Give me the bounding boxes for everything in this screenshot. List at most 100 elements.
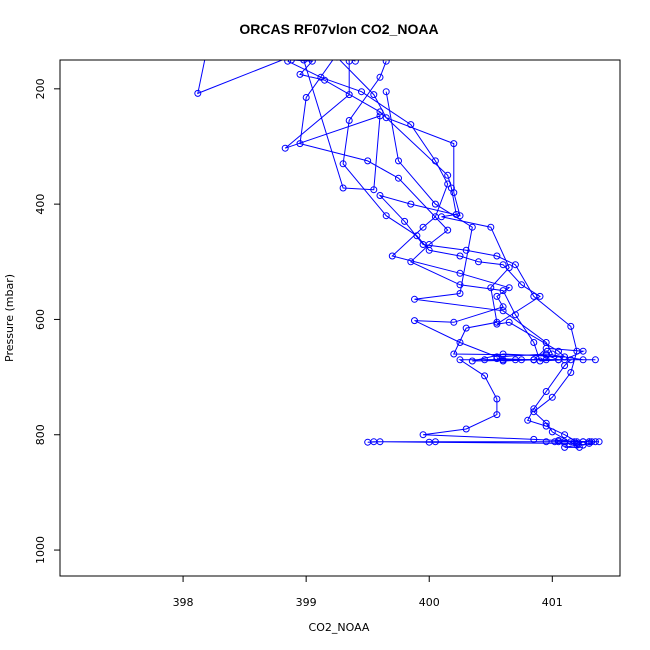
data-point [382, 60, 390, 65]
data-point [493, 395, 501, 403]
data-point [475, 258, 482, 266]
data-point [388, 252, 396, 260]
data-point [370, 186, 378, 194]
data-point [551, 438, 559, 446]
data-point [419, 431, 427, 439]
data-point [567, 322, 575, 330]
y-tick-label: 800 [34, 424, 47, 445]
y-axis-label: Pressure (mbar) [3, 274, 16, 362]
data-point [524, 416, 532, 424]
y-tick-label: 1000 [34, 536, 47, 564]
data-point [493, 292, 501, 300]
data-point [499, 303, 507, 311]
data-point [499, 287, 507, 295]
series-line-4 [299, 60, 600, 443]
data-point [561, 362, 569, 370]
data-point [518, 281, 525, 289]
data-point [194, 89, 202, 97]
data-point [481, 372, 489, 380]
data-point [499, 357, 507, 365]
data-point [561, 438, 569, 446]
data-point [456, 339, 464, 346]
series-layer [194, 60, 603, 451]
data-point [462, 425, 470, 433]
series-line-2 [287, 60, 596, 361]
plot-frame [59, 59, 621, 577]
data-point [493, 411, 501, 419]
data-point [411, 317, 418, 325]
x-tick-label: 401 [542, 596, 563, 609]
data-point [555, 347, 562, 355]
series-line-3 [342, 61, 566, 362]
data-point [376, 112, 384, 120]
data-point [468, 223, 476, 231]
data-point [431, 157, 439, 165]
data-point [376, 73, 384, 81]
data-point [499, 261, 507, 269]
data-point [407, 200, 415, 208]
y-tick-label: 200 [34, 78, 47, 99]
data-point [536, 292, 544, 300]
data-point [425, 241, 433, 248]
data-point [444, 180, 452, 188]
data-point [300, 60, 308, 64]
x-tick-label: 399 [296, 596, 317, 609]
data-point [425, 438, 433, 446]
data-point [591, 356, 599, 364]
data-point [370, 438, 378, 446]
data-point [542, 438, 550, 446]
data-point [376, 192, 384, 199]
data-point [456, 290, 464, 297]
data-point [567, 369, 575, 376]
data-point [317, 73, 325, 81]
data-point [462, 324, 470, 332]
data-point [487, 284, 495, 292]
data-point [456, 356, 464, 364]
plot-area [194, 60, 603, 451]
data-point [407, 258, 415, 266]
data-point [511, 261, 519, 269]
data-point [567, 356, 575, 364]
data-point [456, 212, 464, 220]
data-point [481, 356, 489, 364]
data-point [511, 311, 519, 319]
data-point [542, 388, 550, 395]
data-point [431, 200, 439, 208]
data-point [493, 320, 501, 328]
data-point [351, 60, 359, 65]
data-point [345, 117, 353, 124]
data-point [561, 431, 569, 439]
data-point [530, 339, 538, 346]
data-point [542, 422, 550, 430]
data-point [542, 344, 550, 352]
chart-title: ORCAS RF07vlon CO2_NOAA [239, 21, 438, 37]
data-point [450, 140, 458, 148]
data-point [358, 88, 365, 96]
data-point [296, 140, 304, 148]
data-point [462, 246, 470, 254]
data-point [530, 435, 538, 443]
data-point [339, 184, 347, 192]
x-axis: 398 399 400 401 [173, 576, 563, 609]
data-point [468, 357, 476, 365]
data-point [548, 350, 556, 358]
y-axis: 200 400 600 800 1000 [34, 78, 60, 564]
data-point [579, 356, 587, 364]
data-point [296, 70, 304, 78]
data-point [450, 318, 458, 326]
data-point [450, 350, 458, 358]
data-point [505, 318, 513, 326]
y-tick-label: 400 [34, 194, 47, 215]
data-point [308, 60, 316, 65]
data-point [450, 189, 458, 197]
data-point [571, 438, 578, 446]
data-point [579, 347, 587, 355]
data-point [505, 284, 513, 292]
data-point [411, 295, 418, 303]
data-point [456, 269, 464, 277]
data-point [579, 438, 587, 446]
data-point [395, 174, 402, 182]
data-point [456, 252, 464, 260]
x-tick-label: 398 [173, 596, 194, 609]
